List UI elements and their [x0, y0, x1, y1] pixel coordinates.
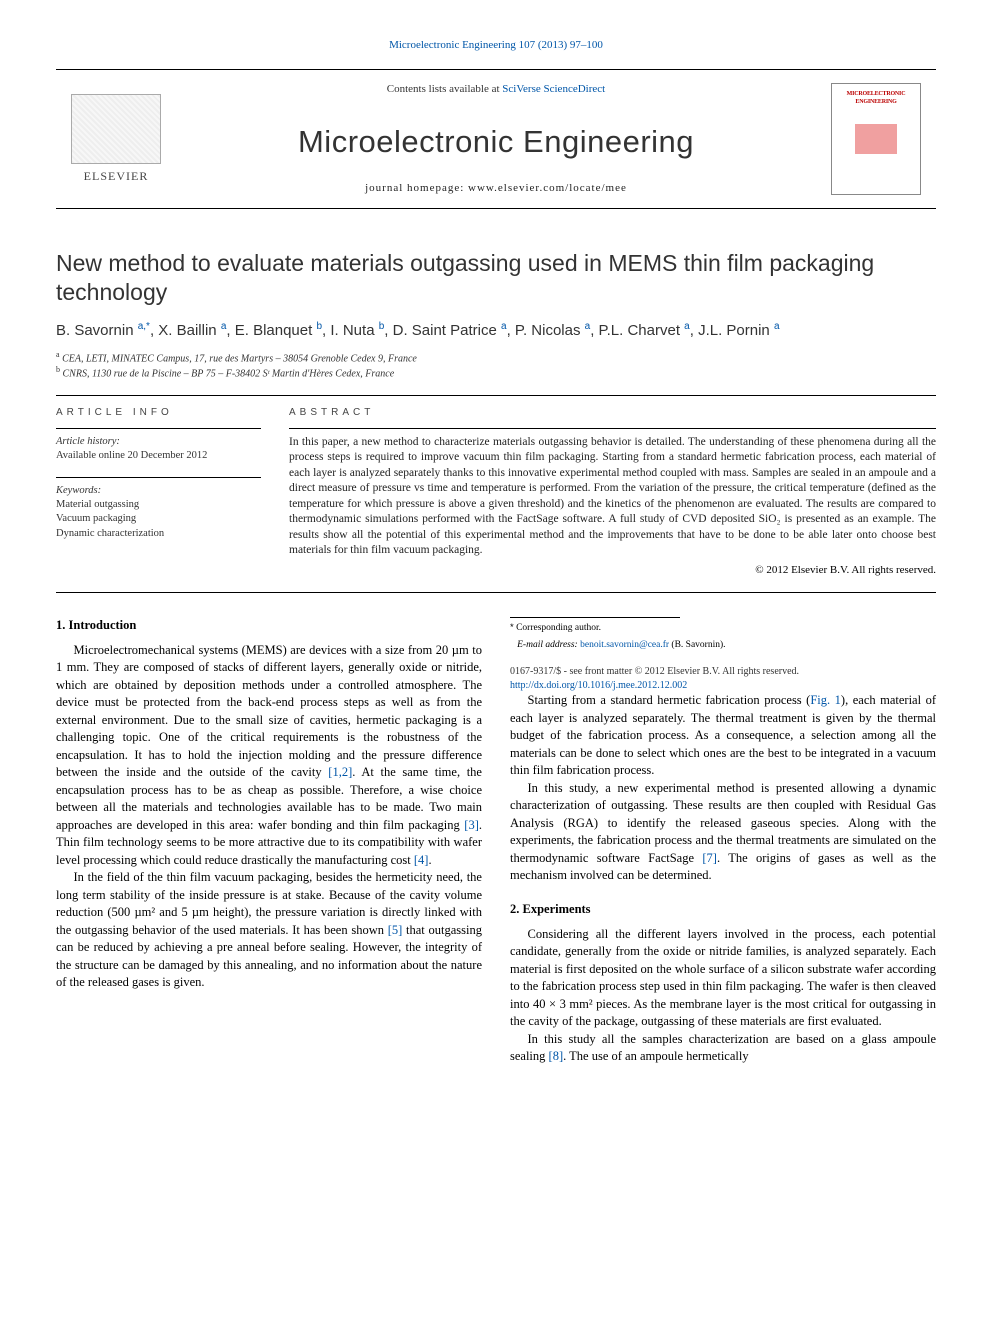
cover-line2: ENGINEERING: [855, 99, 896, 105]
corr-text: Corresponding author.: [516, 623, 601, 633]
journal-cover-icon: MICROELECTRONIC ENGINEERING: [831, 83, 921, 195]
body-two-columns: 1. Introduction Microelectromechanical s…: [56, 617, 936, 1066]
keyword-0: Material outgassing: [56, 498, 261, 512]
cover-line1: MICROELECTRONIC: [847, 91, 906, 97]
email-label: E-mail address:: [517, 640, 578, 650]
history-text: Available online 20 December 2012: [56, 449, 261, 463]
section-2-heading: 2. Experiments: [510, 901, 936, 918]
abstract-label: abstract: [289, 406, 936, 420]
keyword-2: Dynamic characterization: [56, 527, 261, 541]
footer-front-matter: 0167-9317/$ - see front matter © 2012 El…: [510, 665, 936, 679]
exp-p1: Considering all the different layers inv…: [510, 926, 936, 1031]
history-label: Article history:: [56, 435, 261, 449]
author-email-link[interactable]: benoit.savornin@cea.fr: [580, 640, 669, 650]
author-line: B. Savornin a,*, X. Baillin a, E. Blanqu…: [56, 320, 936, 341]
corresponding-author: * Corresponding author.: [510, 622, 936, 635]
sciencedirect-link[interactable]: SciVerse ScienceDirect: [502, 83, 605, 95]
intro-p2: In the field of the thin film vacuum pac…: [56, 869, 482, 992]
journal-homepage: journal homepage: www.elsevier.com/locat…: [365, 181, 627, 196]
keywords-label: Keywords:: [56, 484, 261, 498]
article-info-label: article info: [56, 406, 261, 420]
rule-below-abstract: [56, 592, 936, 593]
publisher-block: ELSEVIER: [56, 70, 176, 208]
affiliation-a: a CEA, LETI, MINATEC Campus, 17, rue des…: [56, 350, 936, 366]
rule-above-info: [56, 395, 936, 396]
footnote-block: * Corresponding author. E-mail address: …: [510, 617, 936, 693]
journal-ref-link[interactable]: Microelectronic Engineering 107 (2013) 9…: [389, 39, 603, 51]
cover-thumb-block: MICROELECTRONIC ENGINEERING: [816, 70, 936, 208]
article-history: Article history: Available online 20 Dec…: [56, 428, 261, 463]
abstract-copyright: © 2012 Elsevier B.V. All rights reserved…: [289, 563, 936, 578]
contents-line: Contents lists available at SciVerse Sci…: [387, 82, 605, 97]
header-center: Contents lists available at SciVerse Sci…: [176, 70, 816, 208]
intro-p4: In this study, a new experimental method…: [510, 780, 936, 885]
footer-block: 0167-9317/$ - see front matter © 2012 El…: [510, 665, 936, 692]
abstract-text: In this paper, a new method to character…: [289, 428, 936, 559]
abstract-column: abstract In this paper, a new method to …: [289, 406, 936, 577]
footnote-rule: [510, 617, 680, 618]
affiliations: a CEA, LETI, MINATEC Campus, 17, rue des…: [56, 350, 936, 382]
email-paren: (B. Savornin).: [671, 640, 725, 650]
cover-image-icon: [855, 124, 897, 154]
journal-header: ELSEVIER Contents lists available at Sci…: [56, 69, 936, 209]
article-title: New method to evaluate materials outgass…: [56, 249, 936, 307]
contents-prefix: Contents lists available at: [387, 83, 502, 95]
exp-p2: In this study all the samples characteri…: [510, 1031, 936, 1066]
elsevier-tree-icon: [71, 94, 161, 164]
intro-p1: Microelectromechanical systems (MEMS) ar…: [56, 642, 482, 870]
keyword-1: Vacuum packaging: [56, 512, 261, 526]
doi-link[interactable]: http://dx.doi.org/10.1016/j.mee.2012.12.…: [510, 680, 687, 691]
corr-symbol: *: [510, 622, 514, 633]
email-line: E-mail address: benoit.savornin@cea.fr (…: [510, 639, 936, 652]
intro-p3: Starting from a standard hermetic fabric…: [510, 692, 936, 780]
publisher-name: ELSEVIER: [84, 168, 149, 184]
affiliation-b: b CNRS, 1130 rue de la Piscine – BP 75 –…: [56, 365, 936, 381]
keywords-block: Keywords: Material outgassing Vacuum pac…: [56, 477, 261, 541]
journal-name: Microelectronic Engineering: [298, 121, 694, 163]
article-info-column: article info Article history: Available …: [56, 406, 261, 577]
section-1-heading: 1. Introduction: [56, 617, 482, 634]
top-journal-link: Microelectronic Engineering 107 (2013) 9…: [56, 38, 936, 53]
